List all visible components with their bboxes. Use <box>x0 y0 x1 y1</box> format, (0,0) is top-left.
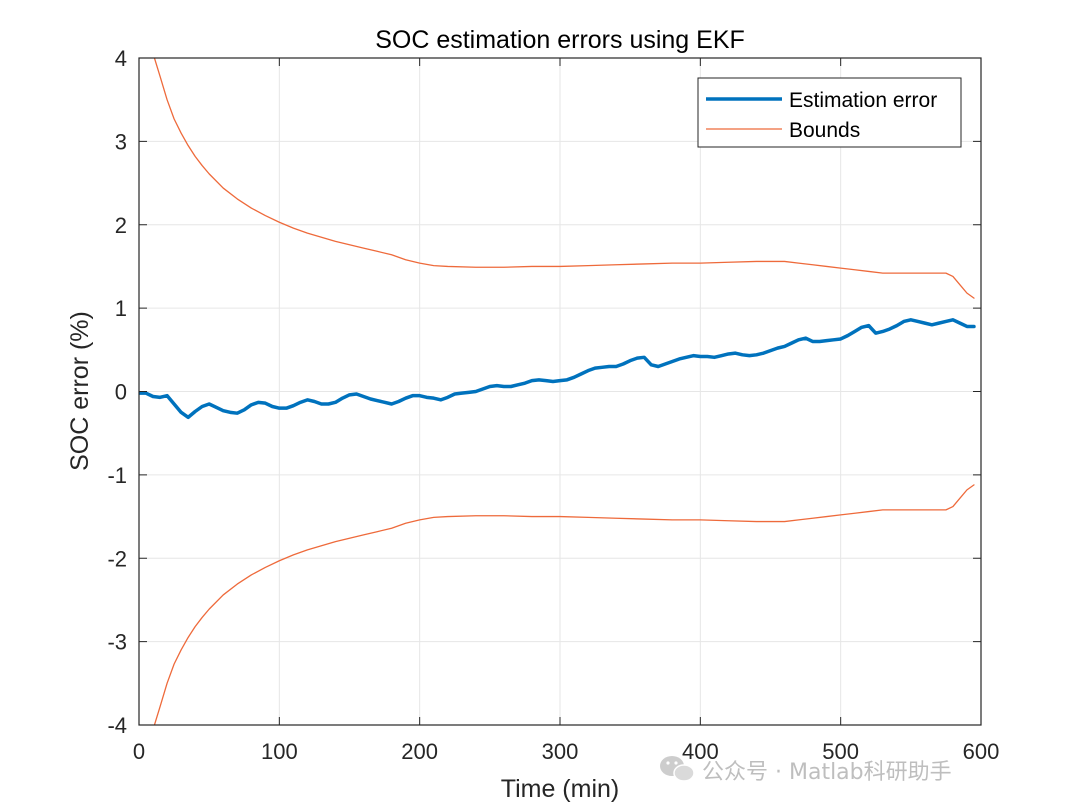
x-tick-label: 400 <box>682 739 719 764</box>
y-axis-label: SOC error (%) <box>66 311 94 471</box>
x-tick-label: 300 <box>542 739 579 764</box>
wechat-icon <box>660 756 695 782</box>
chart-title: SOC estimation errors using EKF <box>375 26 745 54</box>
axis-ticks <box>138 57 982 726</box>
series-layer <box>139 58 976 725</box>
y-tick-label: 0 <box>115 380 127 405</box>
series-line-estimation-error <box>139 318 976 420</box>
legend-label-bounds: Bounds <box>789 119 860 142</box>
x-tick-label: 600 <box>963 739 1000 764</box>
x-tick-label: 0 <box>133 739 145 764</box>
y-tick-label: 3 <box>115 129 127 154</box>
x-tick-label: 100 <box>261 739 298 764</box>
x-axis-label: Time (min) <box>501 775 620 803</box>
y-tick-label: 2 <box>115 213 127 238</box>
series-line-bounds <box>153 58 975 299</box>
y-tick-label: -4 <box>107 713 127 738</box>
y-tick-label: -3 <box>107 630 127 655</box>
series-line-bounds-lower <box>153 484 975 725</box>
y-tick-label: 4 <box>115 46 127 71</box>
x-tick-label: 500 <box>822 739 859 764</box>
legend-label-estimation-error: Estimation error <box>789 89 937 112</box>
tick-labels: 0 100 200 300 400 500 600 -4 -3 -2 -1 0 1 2 3 4 <box>107 46 999 764</box>
y-tick-label: -1 <box>107 463 127 488</box>
legend-box <box>697 77 962 148</box>
watermark-text: 公众号 · Matlab科研助手 <box>702 760 952 785</box>
legend: Estimation error Bounds <box>697 77 962 148</box>
y-tick-label: 1 <box>115 296 127 321</box>
x-tick-label: 200 <box>401 739 438 764</box>
y-tick-label: -2 <box>107 546 127 571</box>
watermark: 公众号 · Matlab科研助手 <box>660 756 952 785</box>
